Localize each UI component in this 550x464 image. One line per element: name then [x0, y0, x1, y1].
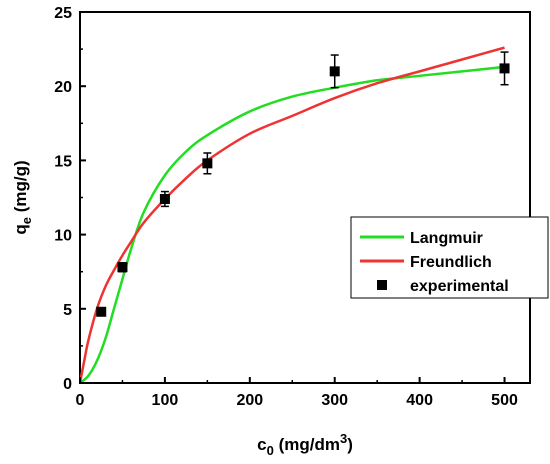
data-point: [96, 306, 107, 317]
y-tick-label: 15: [54, 153, 72, 170]
y-axis-label-base: q: [11, 224, 30, 234]
x-tick-label: 500: [491, 392, 518, 409]
y-tick-label: 25: [54, 5, 72, 22]
legend-label-freundlich: Freundlich: [410, 254, 492, 271]
x-axis-label: c0 (mg/dm3): [257, 431, 353, 458]
x-tick-label: 300: [321, 392, 348, 409]
y-axis-label: qe (mg/g): [11, 160, 34, 234]
x-axis-label-rest: (mg/dm: [274, 435, 340, 454]
x-axis-label-sub: 0: [267, 443, 274, 458]
plot-area: [79, 11, 531, 384]
x-axis-ticks: 0 100 200 300 400 500: [76, 377, 518, 409]
x-axis-label-base: c: [257, 435, 266, 454]
fit-curves: [78, 46, 505, 384]
series-line-langmuir: [79, 65, 505, 384]
legend: Langmuir Freundlich experimental: [350, 216, 549, 299]
y-axis-label-sub: e: [19, 217, 34, 224]
experimental-points: [96, 51, 510, 317]
data-point: [329, 66, 340, 77]
x-tick-label: 200: [236, 392, 263, 409]
data-point: [117, 262, 128, 273]
y-tick-label: 20: [54, 79, 72, 96]
legend-label-experimental: experimental: [410, 278, 509, 295]
x-axis-label-end: ): [347, 435, 353, 454]
data-point: [202, 158, 213, 169]
y-tick-label: 5: [63, 302, 72, 319]
x-tick-label: 400: [406, 392, 433, 409]
y-axis-ticks: 0 5 10 15 20 25: [54, 5, 86, 393]
y-axis-label-rest: (mg/g): [11, 160, 30, 217]
x-tick-label: 0: [76, 392, 85, 409]
y-tick-label: 10: [54, 228, 72, 245]
data-point: [159, 193, 170, 204]
y-tick-label: 0: [63, 376, 72, 393]
plot-frame: [79, 11, 531, 384]
x-axis-label-sup: 3: [340, 431, 347, 446]
legend-label-langmuir: Langmuir: [410, 230, 483, 247]
legend-swatch-experimental: [377, 280, 387, 290]
data-point: [499, 63, 510, 74]
x-tick-label: 100: [152, 392, 179, 409]
